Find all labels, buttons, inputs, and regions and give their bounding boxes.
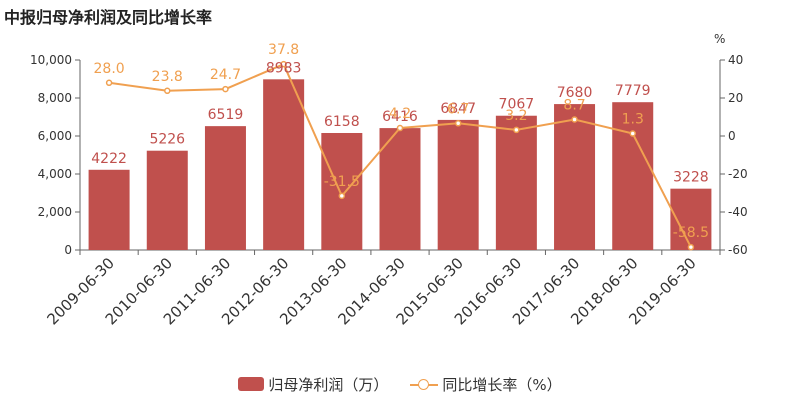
chart-title: 中报归母净利润及同比增长率 — [4, 8, 213, 27]
growth-point — [454, 120, 462, 127]
bar-value-label: 7680 — [557, 85, 593, 101]
legend-item-bar[interactable]: 归母净利润（万） — [238, 374, 388, 395]
line-series — [105, 60, 695, 251]
growth-point — [164, 87, 171, 95]
growth-value-label: -31.5 — [324, 174, 360, 190]
bar-value-label: 6416 — [382, 109, 418, 125]
growth-value-label: 8.7 — [563, 97, 585, 113]
growth-point — [396, 124, 404, 132]
growth-value-label: 3.2 — [505, 108, 527, 124]
growth-value-label: 1.3 — [622, 112, 644, 128]
growth-value-label: -58.5 — [673, 225, 709, 241]
growth-value-label: 28.0 — [94, 61, 125, 77]
legend-line-swatch — [410, 377, 439, 391]
bar — [321, 132, 363, 250]
growth-point — [629, 130, 636, 137]
bar-value-label: 6847 — [440, 101, 476, 117]
growth-point — [222, 85, 229, 93]
growth-point — [571, 116, 578, 123]
y-right-tick-label: 0 — [728, 129, 736, 143]
bar-series — [88, 79, 712, 251]
y-right-tick-label: -20 — [728, 167, 748, 181]
chart-canvas: % 0 2,000 4,000 6,000 8,000 10,000 -60 -40 -20 0 2… — [30, 32, 748, 328]
bar-value-label: 4222 — [91, 151, 127, 167]
growth-point — [338, 192, 346, 200]
y-right-tick-label: -40 — [728, 205, 748, 219]
growth-value-label: 4.2 — [389, 106, 411, 122]
y-left-tick-label: 6,000 — [38, 129, 72, 143]
bar — [88, 169, 130, 250]
growth-point — [105, 79, 113, 87]
bar-value-label: 7779 — [615, 83, 651, 99]
y-left-tick-label: 8,000 — [38, 91, 72, 105]
y-left-tick-label: 0 — [64, 243, 72, 257]
legend-bar-swatch — [238, 377, 265, 391]
y-right-tick-label: -60 — [728, 243, 748, 257]
growth-value-label: 6.7 — [447, 101, 469, 117]
y-right-tick-label: 20 — [728, 91, 743, 105]
bar — [263, 79, 305, 250]
y-left-tick-label: 4,000 — [38, 167, 72, 181]
bar — [146, 150, 188, 250]
growth-point — [280, 60, 287, 68]
growth-point — [687, 243, 695, 251]
data-labels: 4222 5226 6519 8983 6158 6416 6847 7067 7680 7779… — [91, 42, 709, 241]
bar-value-label: 3228 — [673, 170, 709, 186]
right-axis-unit: % — [714, 32, 725, 46]
bar-value-label: 6158 — [324, 114, 360, 130]
bar — [612, 102, 654, 250]
growth-value-label: 37.8 — [268, 42, 299, 58]
bar — [437, 119, 479, 250]
legend-item-line[interactable]: 同比增长率（%） — [410, 374, 562, 395]
y-left-tick-label: 2,000 — [38, 205, 72, 219]
bar-value-label: 8983 — [266, 60, 302, 76]
legend-line-label: 同比增长率（%） — [442, 375, 562, 394]
legend-bar-label: 归母净利润（万） — [268, 375, 389, 394]
growth-value-label: 23.8 — [152, 69, 183, 85]
bar — [379, 128, 421, 250]
growth-value-label: 24.7 — [210, 67, 241, 83]
y-right-tick-label: 40 — [728, 53, 743, 67]
bar-value-label: 6519 — [208, 107, 244, 123]
bar-value-label: 7067 — [499, 97, 535, 113]
bar — [204, 126, 246, 250]
bar — [495, 115, 537, 251]
growth-point — [513, 126, 520, 134]
bar — [554, 104, 596, 250]
legend: 归母净利润（万） 同比增长率（%） — [0, 372, 800, 396]
bar-value-label: 5226 — [149, 132, 185, 148]
y-left-tick-label: 10,000 — [30, 53, 72, 67]
